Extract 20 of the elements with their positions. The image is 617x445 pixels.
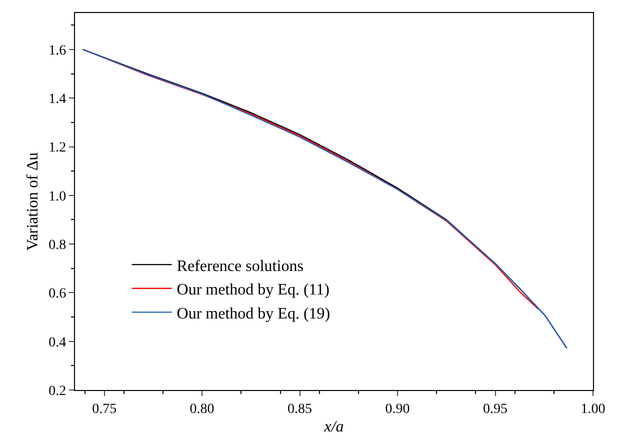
x-tick-label: 1.00: [580, 402, 606, 417]
y-tick-label: 1.4: [48, 92, 66, 108]
y-tick-label: 0.4: [48, 335, 66, 350]
legend-label: Reference solutions: [176, 258, 304, 275]
x-tick-label: 0.75: [92, 402, 117, 417]
y-tick-label: 0.2: [48, 384, 66, 399]
y-tick-label: 1.2: [48, 140, 66, 156]
y-tick-label: 1.6: [48, 43, 66, 58]
y-tick-label: 0.6: [48, 286, 66, 302]
x-tick-label: 0.80: [190, 402, 214, 417]
line-series: [82, 48, 568, 349]
x-tick-label: 0.85: [288, 402, 312, 417]
x-tick-label: 0.90: [385, 402, 410, 417]
y-axis-title: Variation of Δu: [24, 152, 42, 251]
y-tick-label: 0.8: [48, 238, 66, 253]
legend-label: Our method by Eq. (19): [176, 305, 330, 322]
x-tick-label: 0.95: [483, 402, 508, 417]
legend-label: Our method by Eq. (11): [176, 282, 330, 299]
y-tick-label: 1.0: [48, 189, 66, 204]
x-axis-title: x/a: [323, 418, 344, 436]
